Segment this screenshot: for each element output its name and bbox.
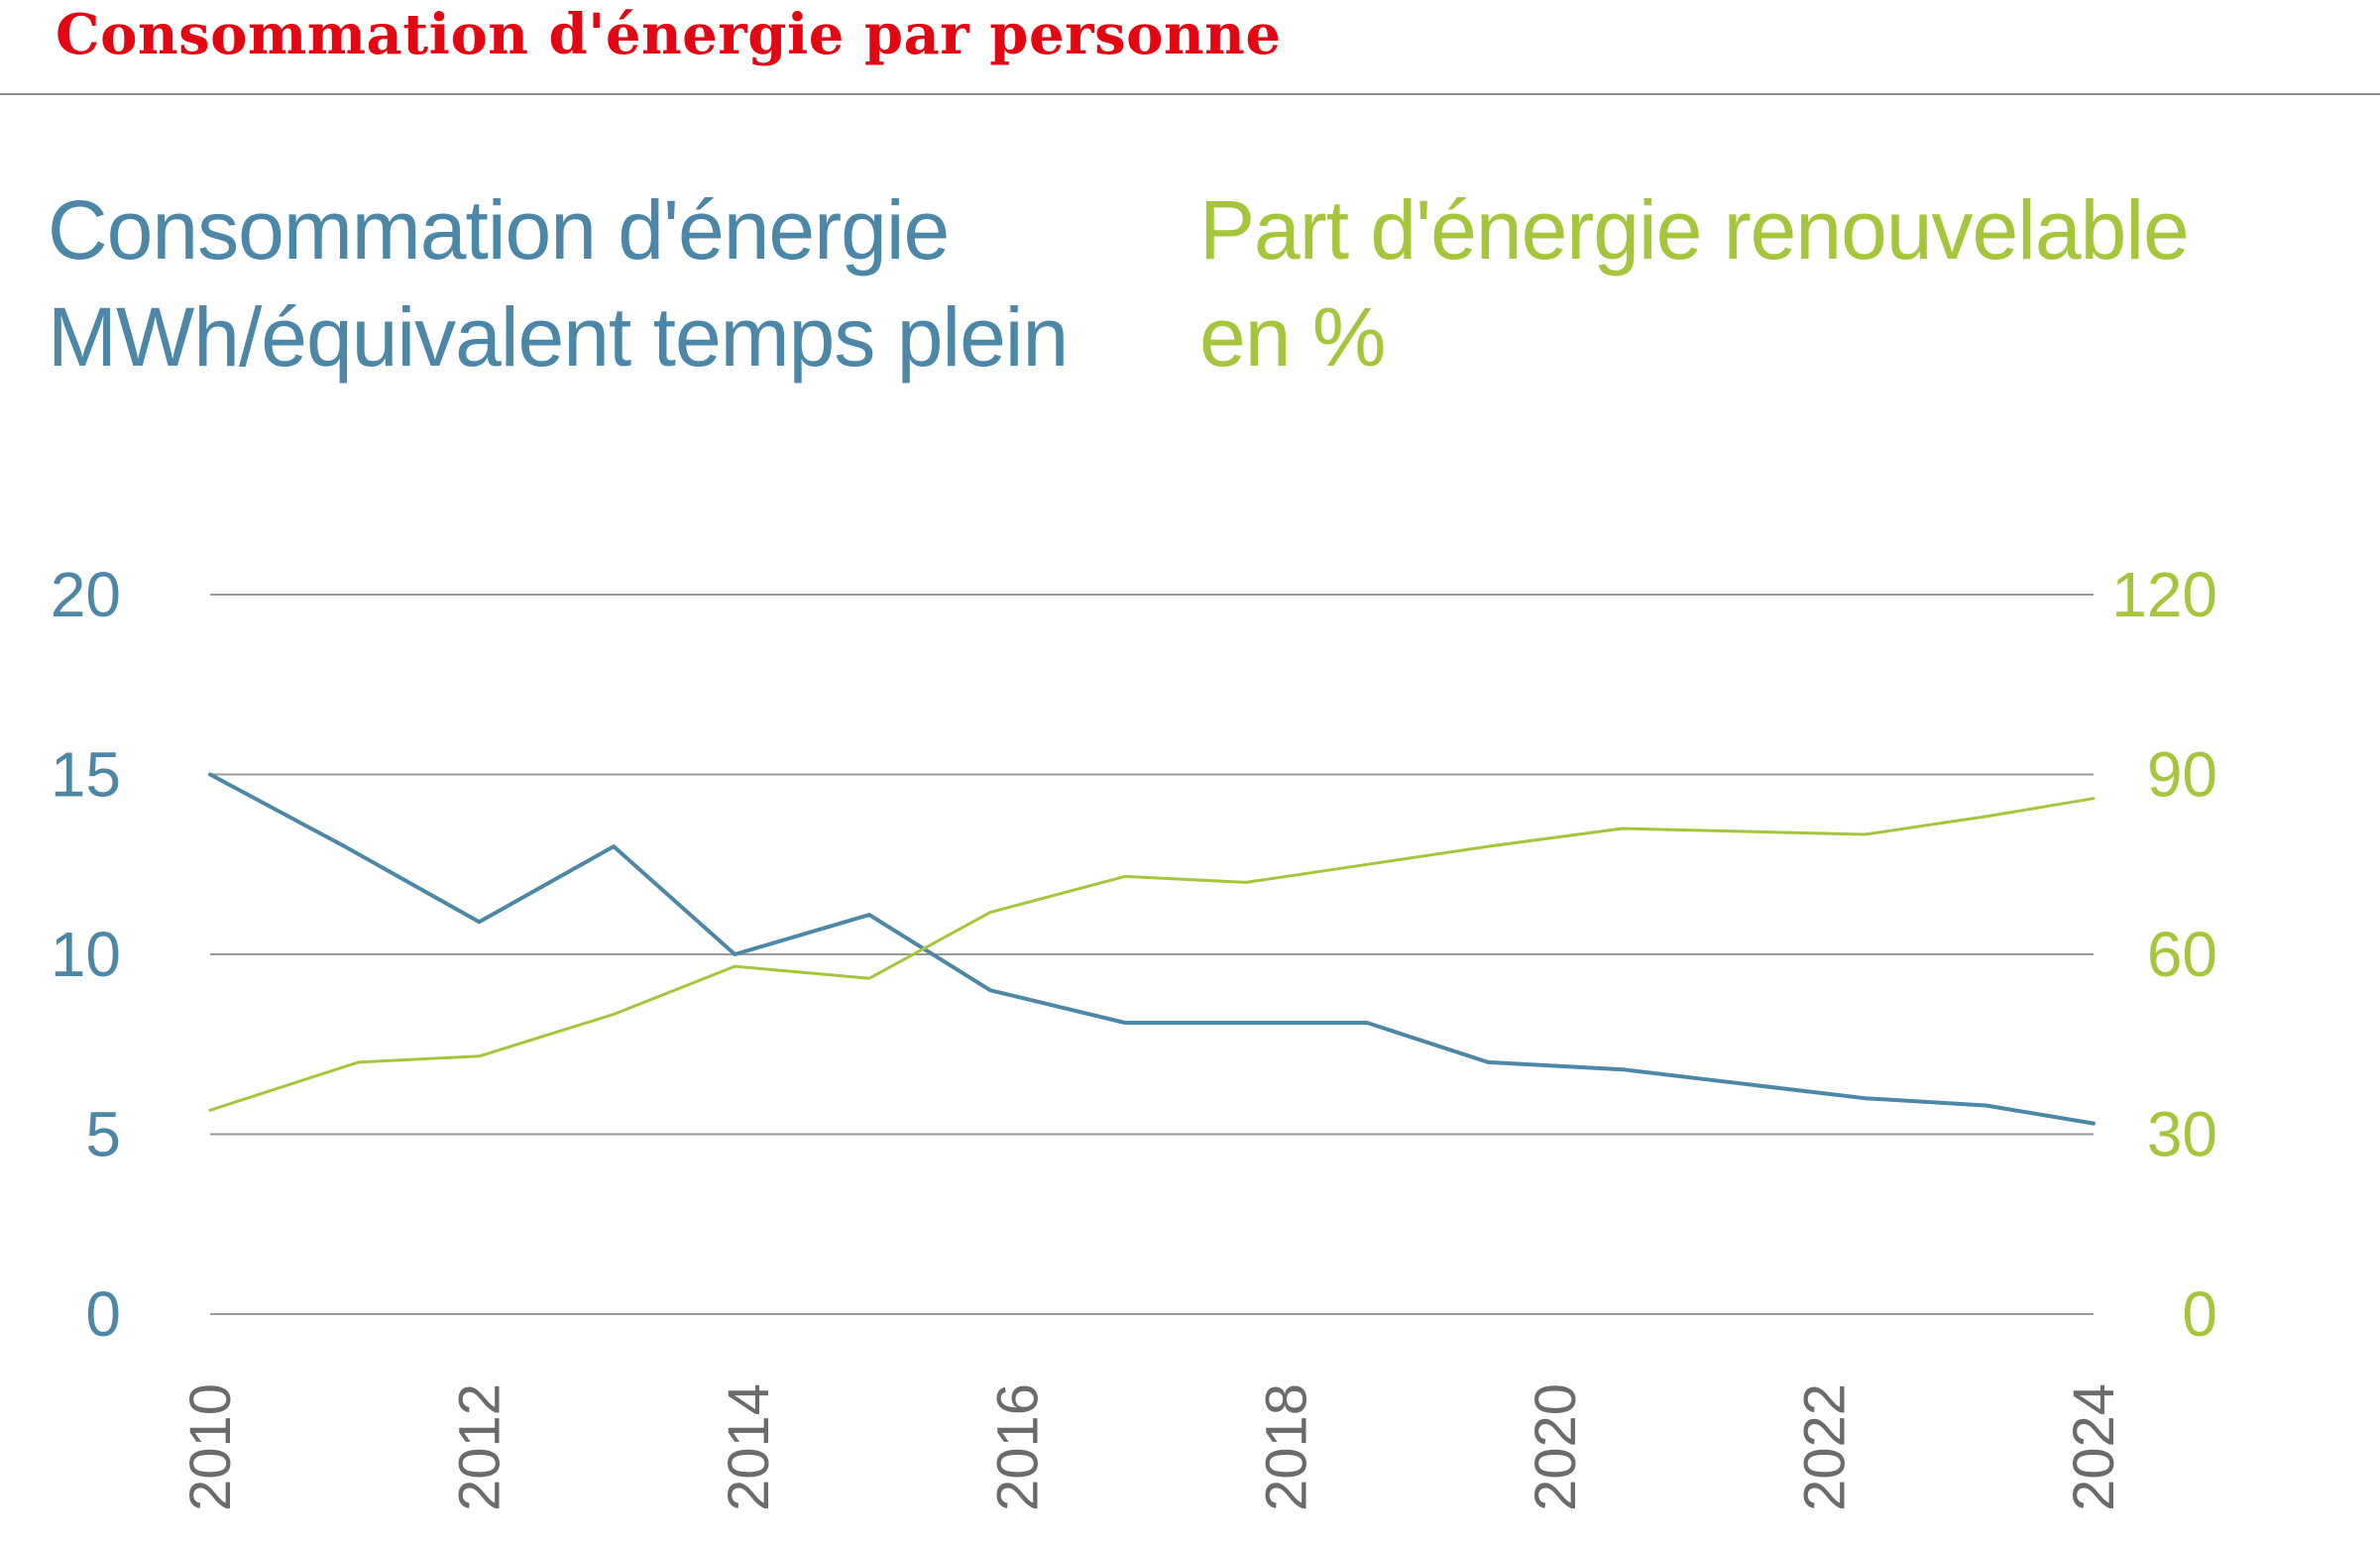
left-axis-heading: Consommation d'énergie MWh/équivalent te… <box>48 176 1069 390</box>
x-axis-ticks: 2010 2012 2014 2016 2018 2020 2022 2024 <box>178 1383 2126 1511</box>
x-tick-label: 2024 <box>2062 1383 2126 1511</box>
right-tick-label: 30 <box>2147 1099 2217 1170</box>
right-axis-heading: Part d'énergie renouvelable en % <box>1199 176 2190 390</box>
left-tick-label: 0 <box>85 1278 121 1350</box>
right-tick-label: 90 <box>2147 739 2217 811</box>
left-axis-heading-line1: Consommation d'énergie <box>48 183 950 276</box>
left-tick-label: 5 <box>85 1099 121 1170</box>
left-tick-label: 20 <box>51 559 121 630</box>
right-axis-ticks: 0 30 60 90 120 <box>2111 559 2217 1350</box>
series-lines <box>208 772 2096 1126</box>
left-tick-label: 10 <box>51 919 121 990</box>
right-tick-label: 60 <box>2147 919 2217 990</box>
left-tick-label: 15 <box>51 739 121 811</box>
x-tick-label: 2022 <box>1793 1383 1858 1511</box>
left-axis-ticks: 0 5 10 15 20 <box>51 559 121 1350</box>
x-tick-label: 2014 <box>717 1383 781 1511</box>
x-tick-label: 2020 <box>1524 1383 1588 1511</box>
title-divider <box>0 93 2380 95</box>
right-tick-label: 120 <box>2111 559 2217 630</box>
series-line-energy-consumption <box>208 772 2096 1126</box>
series-line-renewable-share <box>208 797 2096 1112</box>
page-title: Consommation d'énergie par personne <box>56 2 1282 67</box>
x-tick-label: 2010 <box>178 1383 243 1511</box>
right-axis-heading-line2: en % <box>1199 290 1386 384</box>
x-tick-label: 2016 <box>985 1383 1050 1511</box>
right-axis-heading-line1: Part d'énergie renouvelable <box>1199 183 2190 276</box>
x-tick-label: 2018 <box>1255 1383 1319 1511</box>
gridlines <box>210 594 2094 1315</box>
right-tick-label: 0 <box>2182 1278 2217 1350</box>
left-axis-heading-line2: MWh/équivalent temps plein <box>48 290 1069 384</box>
x-tick-label: 2012 <box>447 1383 511 1511</box>
